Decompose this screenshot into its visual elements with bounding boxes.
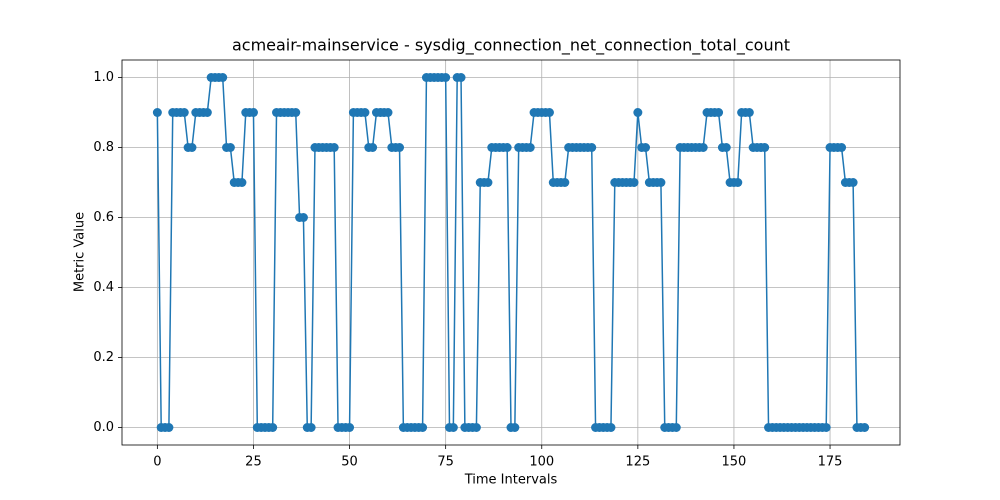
x-tick-label: 100 — [529, 455, 554, 470]
data-point — [544, 108, 554, 117]
x-tick-label: 0 — [153, 455, 161, 470]
data-point — [760, 143, 770, 152]
data-point — [721, 143, 731, 152]
plot-frame — [121, 59, 901, 446]
data-point — [502, 143, 512, 152]
data-point — [268, 423, 278, 432]
data-point — [383, 108, 393, 117]
data-point — [483, 178, 493, 187]
data-point — [510, 423, 520, 432]
data-point — [298, 213, 308, 222]
data-point — [837, 143, 847, 152]
x-tick-label: 125 — [625, 455, 650, 470]
data-point — [237, 178, 247, 187]
y-tick-label: 1.0 — [93, 70, 114, 85]
data-point — [525, 143, 535, 152]
data-point — [629, 178, 639, 187]
data-point — [448, 423, 458, 432]
data-point — [714, 108, 724, 117]
data-point — [152, 108, 162, 117]
data-point — [744, 108, 754, 117]
y-axis-label: Metric Value — [73, 212, 88, 292]
y-tick-label: 0.6 — [93, 210, 114, 225]
data-point — [306, 423, 316, 432]
data-point — [329, 143, 339, 152]
data-point — [187, 143, 197, 152]
x-tick-label: 175 — [818, 455, 843, 470]
data-point — [395, 143, 405, 152]
data-point — [202, 108, 212, 117]
x-tick-label: 75 — [437, 455, 454, 470]
y-tick-label: 0.8 — [93, 140, 114, 155]
data-point — [248, 108, 258, 117]
data-point — [360, 108, 370, 117]
data-point — [368, 143, 378, 152]
data-point — [471, 423, 481, 432]
data-point — [848, 178, 858, 187]
data-point — [441, 73, 451, 82]
data-point — [633, 108, 643, 117]
data-point — [698, 143, 708, 152]
y-tick-label: 0.0 — [93, 420, 114, 435]
data-point — [587, 143, 597, 152]
y-tick-label: 0.4 — [93, 280, 114, 295]
data-point — [560, 178, 570, 187]
y-tick-label: 0.2 — [93, 350, 114, 365]
data-point — [179, 108, 189, 117]
x-tick-label: 50 — [341, 455, 358, 470]
x-axis-label: Time Intervals — [464, 473, 558, 488]
data-point — [418, 423, 428, 432]
x-tick-label: 150 — [722, 455, 747, 470]
data-point — [656, 178, 666, 187]
data-point — [164, 423, 174, 432]
data-point — [641, 143, 651, 152]
chart-title: acmeair-mainservice - sysdig_connection_… — [232, 36, 790, 56]
data-point — [345, 423, 355, 432]
data-point — [218, 73, 228, 82]
data-point — [733, 178, 743, 187]
data-point — [671, 423, 681, 432]
x-tick-label: 25 — [245, 455, 262, 470]
data-point — [291, 108, 301, 117]
data-point — [860, 423, 870, 432]
data-point — [821, 423, 831, 432]
data-point — [606, 423, 616, 432]
data-point — [225, 143, 235, 152]
data-point — [456, 73, 466, 82]
